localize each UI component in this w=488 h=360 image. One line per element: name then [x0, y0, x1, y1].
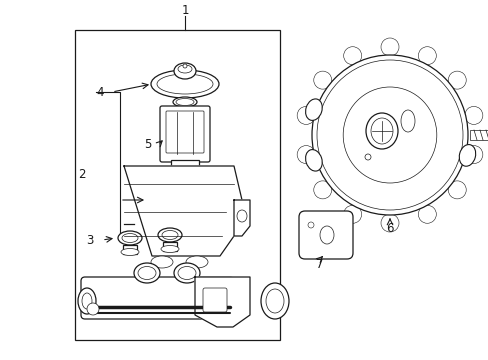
Circle shape	[380, 38, 398, 56]
Circle shape	[313, 181, 331, 199]
Ellipse shape	[162, 230, 178, 239]
Ellipse shape	[157, 74, 213, 94]
Ellipse shape	[176, 99, 194, 105]
Ellipse shape	[400, 110, 414, 132]
FancyBboxPatch shape	[81, 277, 234, 319]
Ellipse shape	[311, 55, 467, 215]
Bar	[163, 242, 177, 251]
Circle shape	[297, 107, 314, 125]
Circle shape	[447, 71, 465, 89]
Ellipse shape	[158, 228, 182, 242]
Ellipse shape	[78, 288, 96, 314]
Ellipse shape	[305, 150, 322, 171]
Ellipse shape	[121, 248, 139, 256]
Ellipse shape	[161, 246, 179, 252]
Bar	[123, 245, 137, 254]
Text: 1: 1	[181, 4, 188, 17]
Text: 5: 5	[144, 139, 151, 152]
Circle shape	[380, 214, 398, 232]
Circle shape	[447, 181, 465, 199]
Circle shape	[464, 107, 482, 125]
Ellipse shape	[305, 99, 322, 120]
Circle shape	[417, 47, 435, 65]
Bar	[75, 30, 280, 340]
Text: 3: 3	[86, 234, 94, 247]
Ellipse shape	[138, 266, 156, 279]
Ellipse shape	[343, 87, 436, 183]
Text: 2: 2	[78, 168, 85, 181]
Circle shape	[464, 145, 482, 163]
Ellipse shape	[134, 263, 160, 283]
Ellipse shape	[173, 97, 197, 107]
Circle shape	[343, 47, 361, 65]
Ellipse shape	[174, 263, 200, 283]
Ellipse shape	[458, 145, 475, 166]
Ellipse shape	[261, 283, 288, 319]
Ellipse shape	[151, 70, 219, 98]
Ellipse shape	[265, 289, 284, 313]
Bar	[171, 160, 199, 172]
Ellipse shape	[319, 226, 333, 244]
FancyBboxPatch shape	[298, 211, 352, 259]
Ellipse shape	[82, 293, 92, 309]
Text: 6: 6	[386, 221, 393, 234]
Ellipse shape	[169, 167, 201, 177]
Ellipse shape	[237, 210, 246, 222]
Ellipse shape	[122, 234, 138, 243]
Polygon shape	[124, 166, 242, 256]
Circle shape	[417, 205, 435, 223]
Bar	[469, 130, 488, 140]
Text: 4: 4	[96, 85, 103, 99]
Ellipse shape	[151, 256, 173, 268]
FancyBboxPatch shape	[203, 288, 226, 312]
Ellipse shape	[365, 113, 397, 149]
Ellipse shape	[118, 231, 142, 245]
Ellipse shape	[185, 256, 207, 268]
Polygon shape	[234, 200, 249, 236]
Circle shape	[87, 303, 99, 315]
Circle shape	[364, 154, 370, 160]
Ellipse shape	[178, 266, 196, 279]
FancyBboxPatch shape	[160, 106, 209, 162]
Text: 7: 7	[316, 258, 323, 271]
Polygon shape	[195, 277, 249, 327]
Ellipse shape	[174, 63, 196, 79]
Ellipse shape	[316, 60, 462, 210]
Circle shape	[307, 222, 313, 228]
Ellipse shape	[370, 118, 392, 144]
Circle shape	[297, 145, 314, 163]
Ellipse shape	[178, 65, 192, 73]
Circle shape	[183, 64, 186, 68]
Circle shape	[343, 205, 361, 223]
Circle shape	[313, 71, 331, 89]
FancyBboxPatch shape	[165, 111, 203, 153]
